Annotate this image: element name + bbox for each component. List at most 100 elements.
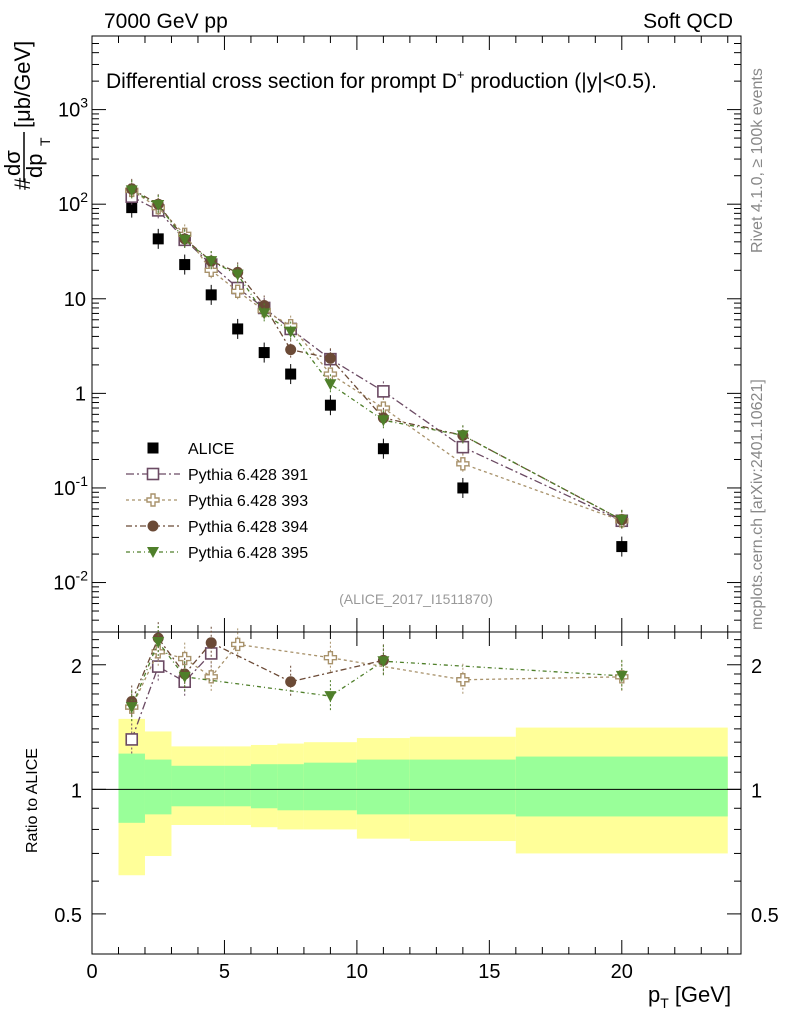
data-point bbox=[377, 656, 390, 668]
data-point bbox=[456, 673, 470, 687]
band-inner bbox=[144, 759, 172, 815]
data-point bbox=[258, 347, 270, 359]
ratio-series-line bbox=[131, 636, 384, 702]
band-inner bbox=[277, 764, 304, 811]
x-tick-label: 0 bbox=[86, 961, 97, 983]
data-point bbox=[178, 671, 191, 683]
data-point bbox=[377, 385, 390, 398]
legend-label: Pythia 6.428 395 bbox=[188, 545, 308, 562]
data-point bbox=[324, 399, 336, 411]
data-point bbox=[179, 259, 191, 271]
data-point bbox=[152, 233, 164, 245]
ratio-y-tick-label-right: 1 bbox=[751, 780, 762, 802]
ratio-axes: 0.5 0.51 12 20 5 10 15 20 bbox=[54, 631, 779, 983]
data-point bbox=[284, 326, 297, 338]
y-tick-label: 102 bbox=[58, 189, 88, 216]
band-inner bbox=[250, 764, 278, 809]
band-inner bbox=[515, 756, 728, 817]
y-tick-label: 1 bbox=[75, 383, 86, 405]
data-point bbox=[151, 660, 165, 673]
data-point bbox=[146, 467, 160, 481]
data-point bbox=[152, 637, 165, 649]
y-axis-label: # dσ dp T [μb/GeV] bbox=[0, 41, 53, 190]
data-point bbox=[205, 256, 218, 268]
chart-title-sup: + bbox=[457, 67, 465, 82]
main-frame bbox=[91, 35, 742, 633]
x-axis-label: pT [GeV] bbox=[648, 982, 731, 1011]
data-point bbox=[615, 514, 628, 526]
data-point bbox=[323, 651, 338, 665]
data-point bbox=[147, 442, 159, 454]
x-tick-label: 5 bbox=[219, 961, 230, 983]
ratio-y-tick-label-right: 2 bbox=[751, 656, 762, 678]
data-point bbox=[232, 323, 244, 335]
data-point bbox=[258, 299, 270, 311]
band-inner bbox=[409, 759, 516, 815]
y-label-hash: # bbox=[10, 177, 35, 190]
legend: ALICE Pythia 6.428 391 Pythia 6.428 393 Pyt… bbox=[126, 441, 308, 562]
ratio-y-tick-label: 0.5 bbox=[54, 905, 82, 927]
y-tick-label: 103 bbox=[58, 95, 88, 122]
data-point bbox=[146, 493, 160, 507]
data-point bbox=[324, 691, 337, 703]
y-tick-label: 10-1 bbox=[53, 473, 88, 500]
data-point bbox=[324, 379, 337, 391]
ratio-y-tick-label-right: 0.5 bbox=[751, 905, 779, 927]
x-tick-label: 10 bbox=[346, 961, 368, 983]
data-point bbox=[377, 415, 390, 427]
x-label-units: [GeV] bbox=[675, 982, 731, 1007]
data-point bbox=[456, 430, 469, 442]
data-point bbox=[205, 289, 217, 301]
data-point bbox=[616, 541, 628, 553]
y-label-den-sub: T bbox=[37, 137, 53, 146]
x-label-sub: T bbox=[660, 995, 669, 1011]
y-label-num: dσ bbox=[0, 150, 25, 176]
data-point bbox=[147, 520, 159, 532]
data-point bbox=[205, 637, 217, 649]
data-point bbox=[456, 457, 470, 471]
band-inner bbox=[171, 765, 225, 807]
data-point bbox=[125, 185, 138, 197]
data-point bbox=[178, 234, 191, 246]
data-point bbox=[125, 733, 139, 746]
ratio-uncertainty-bands bbox=[118, 718, 728, 876]
legend-label: Pythia 6.428 393 bbox=[188, 493, 308, 510]
data-point bbox=[230, 637, 245, 652]
band-inner bbox=[303, 762, 357, 811]
data-point bbox=[285, 676, 297, 688]
data-point bbox=[258, 308, 271, 320]
y-label-den: dp bbox=[22, 154, 47, 178]
band-inner bbox=[356, 759, 410, 815]
ratio-series-line bbox=[131, 640, 622, 708]
data-point bbox=[324, 352, 336, 364]
analysis-watermark: (ALICE_2017_I1511870) bbox=[339, 591, 493, 607]
band-inner bbox=[118, 753, 145, 823]
legend-label: Pythia 6.428 394 bbox=[188, 519, 308, 536]
mcplots-label: mcplots.cern.ch [arXiv:2401.10621] bbox=[749, 379, 766, 630]
data-point bbox=[230, 284, 245, 298]
series-line bbox=[131, 196, 623, 522]
ratio-series-line bbox=[131, 643, 622, 708]
legend-label: Pythia 6.428 391 bbox=[188, 467, 308, 484]
data-point bbox=[147, 547, 159, 558]
ratio-y-tick-label: 2 bbox=[71, 656, 82, 678]
data-point bbox=[152, 200, 165, 212]
band-inner bbox=[224, 765, 251, 807]
header-left: 7000 GeV pp bbox=[104, 10, 228, 33]
legend-label: ALICE bbox=[188, 441, 234, 458]
ratio-y-label: Ratio to ALICE bbox=[24, 748, 41, 853]
data-point bbox=[615, 670, 628, 682]
main-series bbox=[125, 178, 629, 557]
ratio-series bbox=[125, 622, 629, 756]
chart-title-pre: Differential cross section for prompt D bbox=[106, 70, 457, 93]
y-tick-label: 10-2 bbox=[53, 568, 88, 595]
data-point bbox=[204, 670, 218, 684]
ratio-frame bbox=[91, 631, 742, 955]
y-tick-label: 10 bbox=[64, 289, 86, 311]
header-right: Soft QCD bbox=[643, 10, 733, 33]
data-point bbox=[231, 269, 244, 281]
data-point bbox=[285, 368, 297, 380]
chart-title-post: production (|y|<0.5). bbox=[465, 70, 657, 93]
